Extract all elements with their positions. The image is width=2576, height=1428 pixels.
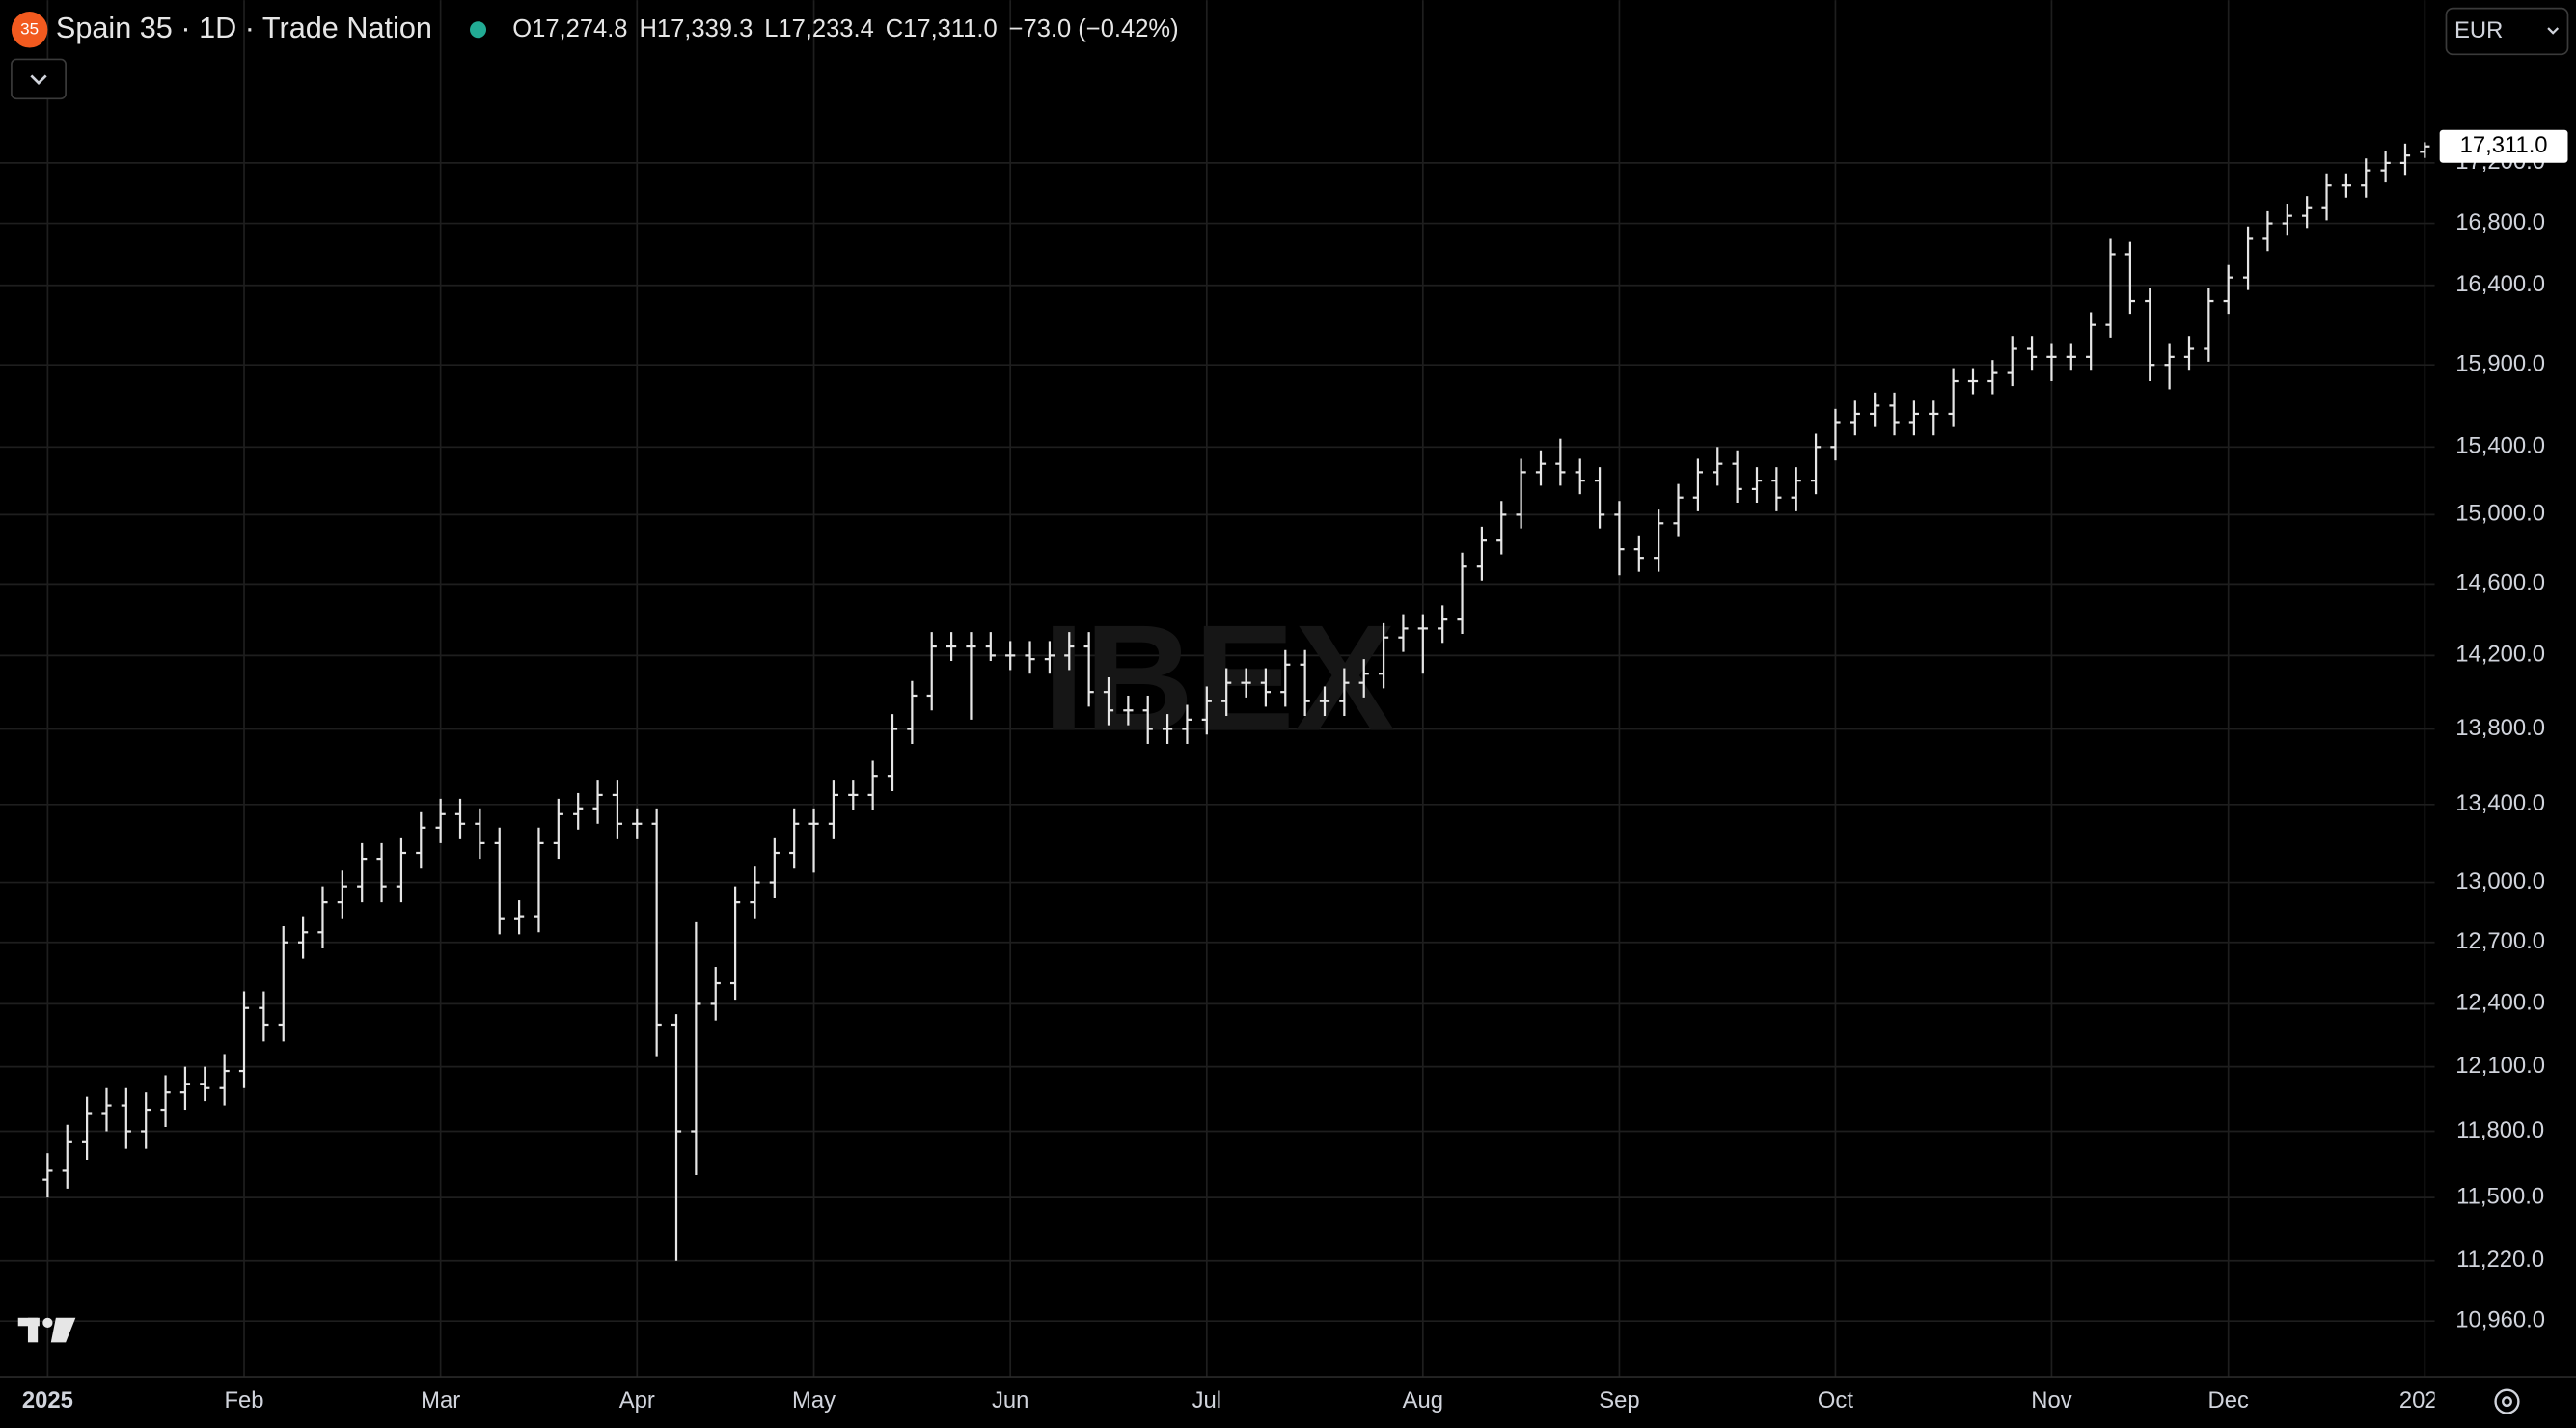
change: −73.0 (−0.42%): [1009, 15, 1179, 42]
price-tag: 17,311.0: [2439, 129, 2568, 163]
y-tick-label: 13,800.0: [2455, 715, 2545, 741]
symbol-title[interactable]: Spain 35 · 1D · Trade Nation: [56, 12, 432, 44]
x-tick-label: 2025: [22, 1387, 73, 1414]
y-tick-label: 10,960.0: [2455, 1307, 2545, 1333]
x-tick-label: Aug: [1403, 1387, 1443, 1414]
x-tick-label: Sep: [1599, 1387, 1639, 1414]
x-tick-label: Jun: [992, 1387, 1028, 1414]
y-tick-label: 12,700.0: [2455, 928, 2545, 954]
x-tick-label: May: [792, 1387, 836, 1414]
ohlc-value: 17,339.3: [657, 15, 753, 42]
ohlc-label: O: [512, 15, 532, 42]
y-tick-label: 12,400.0: [2455, 990, 2545, 1016]
ohlc-value: 17,311.0: [903, 15, 998, 42]
price-tag-box: [2439, 129, 2568, 163]
settings-icon[interactable]: [2494, 1388, 2520, 1414]
ohlc-label: C: [886, 15, 903, 42]
y-tick-label: 11,800.0: [2456, 1117, 2544, 1143]
y-tick-label: 11,220.0: [2456, 1247, 2544, 1273]
badge-text: 35: [20, 19, 39, 38]
collapse-button[interactable]: [11, 58, 67, 100]
x-tick-label: Apr: [619, 1387, 655, 1414]
y-tick-label: 13,400.0: [2455, 790, 2545, 816]
ohlc-legend: O17,274.8 H17,339.3 L17,233.4 C17,311.0 −73.…: [512, 15, 1178, 42]
y-tick-label: 15,900.0: [2455, 351, 2545, 377]
y-tick-label: 14,200.0: [2455, 642, 2545, 668]
x-tick-label: Feb: [224, 1387, 263, 1414]
x-tick-label: Nov: [2031, 1387, 2071, 1414]
x-tick-label: Dec: [2208, 1387, 2249, 1414]
grid: [0, 0, 2435, 1378]
x-tick-label: Oct: [1818, 1387, 1853, 1414]
y-tick-label: 11,500.0: [2456, 1183, 2544, 1209]
x-tick-label: Jul: [1192, 1387, 1221, 1414]
market-status[interactable]: [470, 21, 487, 39]
chevron-icon: [30, 74, 47, 86]
ohlc-value: 17,274.8: [532, 15, 627, 42]
chevron-icon: [2547, 27, 2560, 35]
symbol-badge: [11, 12, 48, 48]
bars: [42, 142, 2430, 1261]
ohlc-label: H: [639, 15, 656, 42]
price-tag-label: 17,311.0: [2460, 132, 2548, 158]
y-tick-label: 15,400.0: [2455, 433, 2545, 459]
ohlc-label: L: [764, 15, 778, 42]
currency-label: EUR: [2454, 17, 2503, 43]
y-axis: 10,960.0 11,220.0 11,500.0 11,800.0 12,100.0…: [2455, 149, 2545, 1332]
ohlc-value: 17,233.4: [778, 15, 873, 42]
x-tick-label: 2026: [2399, 1387, 2451, 1414]
y-tick-label: 16,800.0: [2455, 209, 2545, 235]
y-tick-label: 13,000.0: [2455, 868, 2545, 894]
currency-select[interactable]: [2445, 7, 2569, 56]
y-tick-label: 14,600.0: [2455, 570, 2545, 596]
tv-logo: [17, 1317, 76, 1343]
x-tick-label: Mar: [421, 1387, 460, 1414]
x-axis: 2025 Feb Mar Apr May Jun Jul Aug Sep Oct Nov Dec 202…: [22, 1387, 2451, 1414]
y-tick-label: 15,000.0: [2455, 501, 2545, 527]
y-tick-label: 12,100.0: [2455, 1053, 2545, 1079]
watermark: IBEX: [1043, 594, 1396, 763]
y-tick-label: 16,400.0: [2455, 271, 2545, 297]
